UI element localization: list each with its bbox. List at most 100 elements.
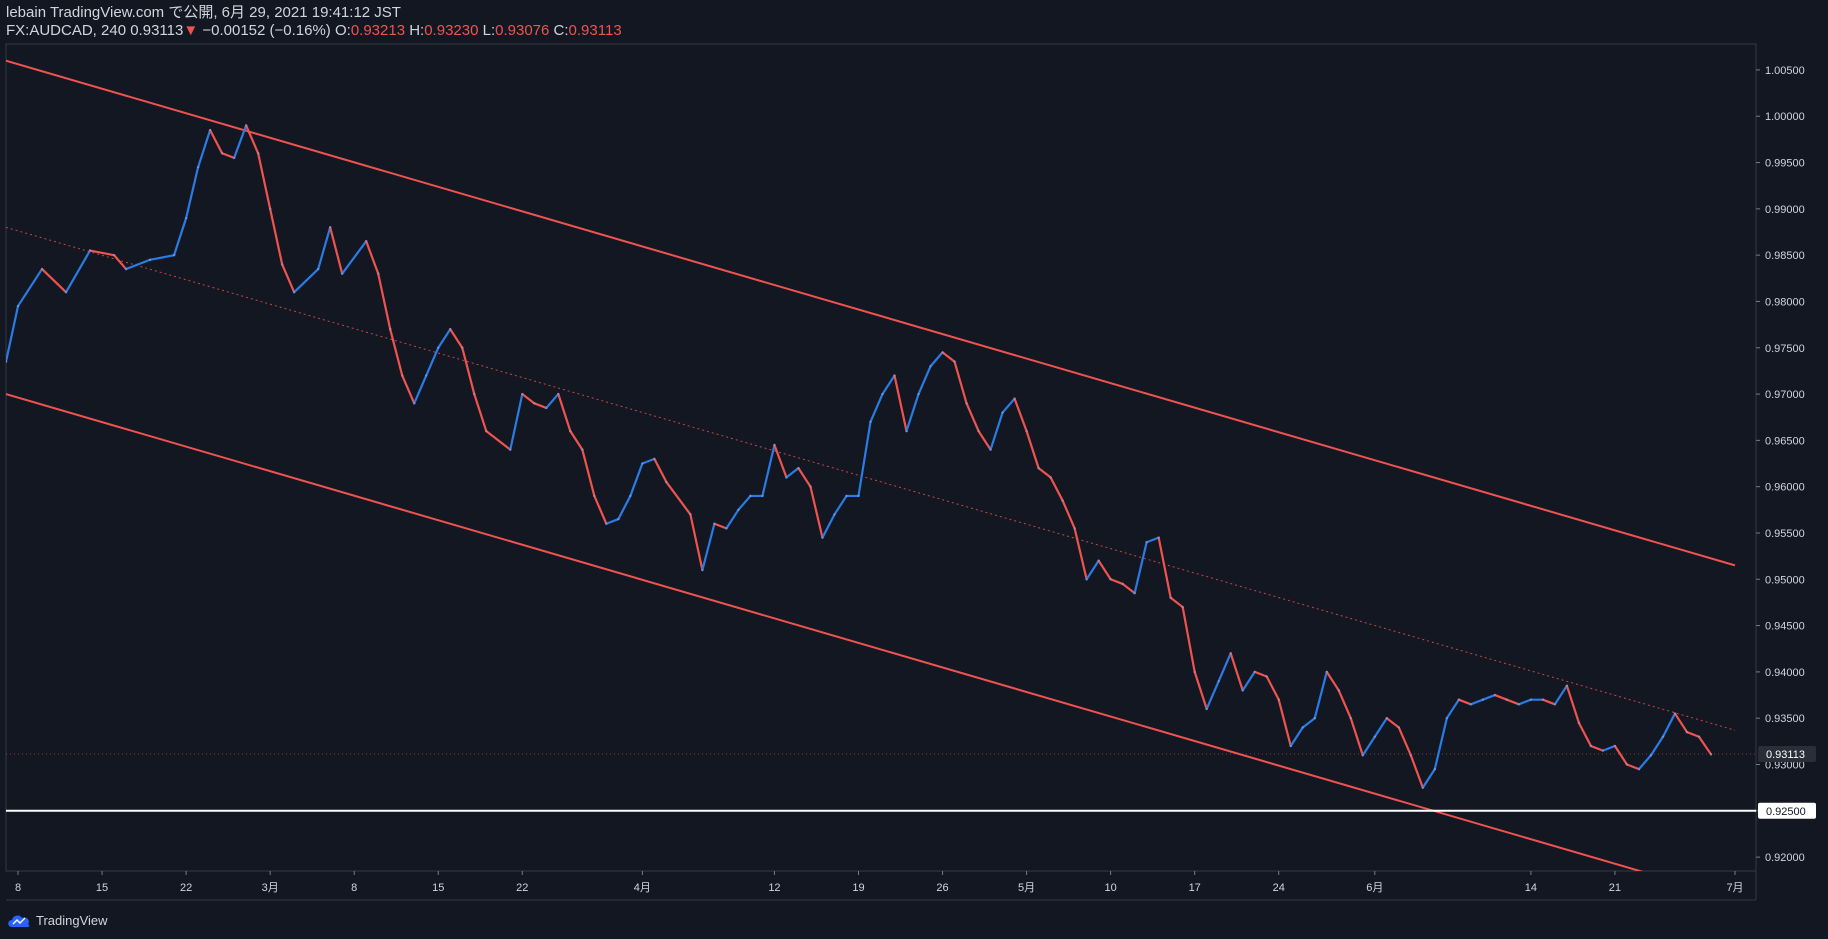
price-point (1193, 670, 1196, 674)
publish-info: lebain TradingView.com で公開, 6月 29, 2021 … (6, 4, 622, 22)
low-value: 0.93076 (495, 22, 550, 39)
price-point (1409, 754, 1413, 757)
price-change: −0.00152 (−0.16%) (202, 22, 331, 39)
price-point (172, 253, 176, 257)
price-segment (1601, 744, 1617, 752)
price-point (521, 392, 524, 396)
price-segment (1229, 652, 1244, 692)
plot-area[interactable] (5, 59, 1756, 899)
price-segment (581, 448, 596, 498)
price-segment (1097, 559, 1112, 581)
price-segment (64, 249, 92, 294)
price-point (1505, 698, 1509, 701)
price-segment (281, 263, 296, 294)
price-segment (1361, 735, 1376, 757)
last-price: 0.93113 (130, 22, 184, 39)
price-point (1673, 712, 1677, 715)
price-segment (172, 217, 188, 257)
price-point (569, 429, 572, 433)
price-point (1613, 744, 1617, 748)
x-tick-label: 6月 (1366, 882, 1383, 894)
price-point (6, 360, 8, 363)
price-point (737, 508, 740, 512)
low-label: L: (482, 22, 496, 39)
price-segment (1193, 670, 1208, 711)
price-axis[interactable]: 1.00500 1.00000 0.99500 0.99000 0.98500 0.980… (1756, 65, 1816, 864)
price-point (773, 443, 776, 447)
channel-upper-line[interactable] (6, 59, 1736, 567)
price-point (1637, 767, 1641, 771)
author-name[interactable]: lebain (6, 4, 47, 21)
price-point (1493, 693, 1497, 697)
price-point (977, 429, 980, 433)
price-segment (1325, 670, 1340, 692)
y-tick-label: 0.97500 (1765, 343, 1805, 355)
price-point (869, 420, 872, 424)
time-axis[interactable]: 8 15 22 3月 8 15 22 4月 12 19 26 5月 10 17 24 6月 14 21 7月 (15, 871, 1744, 894)
price-point (244, 124, 248, 127)
price-point (1265, 675, 1268, 678)
price-point (1037, 466, 1040, 470)
price-point (701, 568, 704, 572)
price-point (184, 216, 188, 220)
price-segment (809, 485, 824, 539)
price-segment (557, 392, 572, 433)
price-segment (1085, 559, 1100, 581)
price-segment (112, 254, 128, 271)
price-segment (929, 351, 944, 368)
price-segment (1241, 670, 1256, 692)
price-segment (1133, 541, 1148, 595)
y-tick-label: 1.00000 (1765, 111, 1805, 123)
high-value: 0.93230 (424, 22, 479, 39)
price-point (1169, 596, 1172, 600)
price-segment (641, 457, 656, 465)
price-segment (1613, 744, 1629, 766)
x-tick-label: 4月 (634, 882, 651, 894)
support-price-badge[interactable] (1758, 802, 1816, 819)
price-segment (1685, 730, 1701, 738)
price-segment (124, 258, 152, 271)
y-tick-label: 0.92000 (1765, 852, 1805, 864)
channel-mid-line[interactable] (6, 226, 1736, 731)
price-segment (1025, 430, 1040, 470)
price-point (1241, 689, 1244, 692)
price-point (316, 267, 320, 271)
price-segment (185, 166, 200, 220)
y-tick-label: 0.93500 (1765, 713, 1805, 725)
last-price-badge[interactable] (1758, 746, 1816, 763)
price-point (1529, 698, 1533, 701)
price-point (1625, 763, 1629, 766)
price-segment (1517, 698, 1532, 706)
price-point (1349, 716, 1352, 720)
price-segment (329, 226, 344, 275)
price-segment (1385, 717, 1400, 729)
price-point (941, 351, 944, 354)
price-point (1061, 499, 1064, 502)
x-tick-label: 7月 (1726, 882, 1743, 894)
price-segment (785, 467, 800, 479)
footer-brand[interactable]: TradingView (36, 912, 108, 928)
price-point (1277, 698, 1280, 701)
close-value: 0.93113 (568, 22, 622, 39)
open-label: O: (334, 22, 351, 39)
chart-header: lebain TradingView.com で公開, 6月 29, 2021 … (6, 4, 622, 40)
tradingview-cloud-icon[interactable] (6, 912, 32, 928)
price-point (473, 392, 476, 396)
price-segment (1049, 476, 1064, 502)
y-tick-label: 0.94500 (1765, 621, 1805, 633)
price-segment (401, 374, 416, 405)
price-segment (869, 392, 884, 423)
x-tick-label: 8 (351, 882, 357, 894)
price-point (1109, 578, 1112, 581)
price-segment (941, 351, 956, 363)
symbol-interval: FX:AUDCAD, 240 (6, 22, 127, 39)
price-segment (1073, 527, 1088, 581)
price-segment (521, 392, 536, 405)
price-segment (1541, 698, 1556, 706)
price-point (256, 152, 260, 155)
channel-lower-line[interactable] (6, 393, 1735, 899)
price-point (785, 476, 788, 479)
price-segment (1037, 467, 1052, 479)
support-price-label: 0.92500 (1766, 806, 1806, 818)
